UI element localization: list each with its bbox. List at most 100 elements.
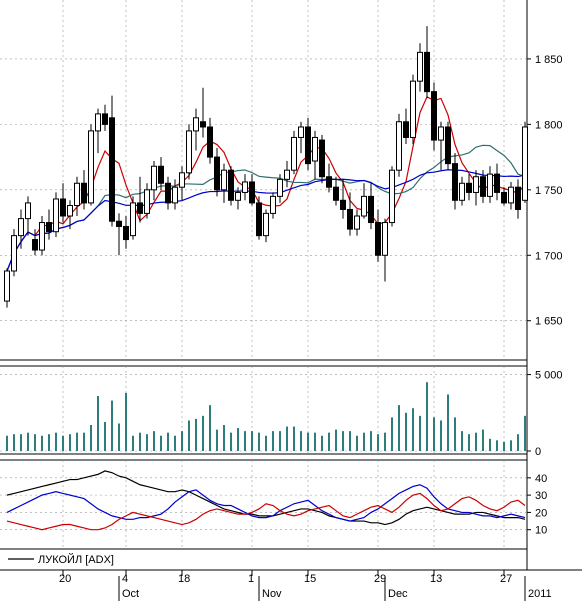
- candle-body: [473, 176, 479, 193]
- candle-body: [494, 173, 500, 193]
- volume-bar: [188, 420, 190, 451]
- y-tick-label: 20: [535, 507, 547, 519]
- volume-bar: [27, 432, 29, 451]
- volume-bar: [412, 408, 414, 451]
- candle-body: [74, 182, 80, 207]
- x-tick-label: 20: [59, 573, 71, 585]
- candle-body: [291, 136, 297, 171]
- candle-body: [137, 202, 143, 214]
- candle-body: [53, 198, 59, 233]
- volume-bar: [230, 432, 232, 451]
- y-tick-label: 40: [535, 473, 547, 485]
- candle-body: [466, 182, 472, 193]
- volume-bar: [307, 432, 309, 451]
- candle-body: [123, 225, 129, 241]
- candle-body: [277, 178, 283, 197]
- volume-bar: [342, 431, 344, 451]
- volume-bar: [41, 435, 43, 451]
- candle-body: [88, 130, 94, 204]
- volume-bar: [195, 418, 197, 451]
- candle-body: [298, 126, 304, 138]
- x-tick-label: 15: [304, 573, 316, 585]
- y-tick-label: 1 750: [535, 185, 563, 197]
- x-axis: 20 4 18 1 15 29 13 27 Oct Nov Dec 2011: [0, 569, 582, 601]
- candle-body: [256, 202, 262, 237]
- candle-body: [242, 181, 248, 193]
- candle-body: [200, 121, 206, 128]
- volume-bar: [356, 435, 358, 451]
- candle-body: [46, 222, 52, 233]
- volume-bar: [384, 432, 386, 451]
- volume-bar: [265, 435, 267, 451]
- candle-body: [102, 113, 108, 125]
- volume-bar: [258, 432, 260, 451]
- candle-body: [95, 113, 101, 132]
- candle-body: [501, 191, 507, 204]
- candle-body: [67, 205, 73, 217]
- candle-body: [515, 186, 521, 210]
- candle-body: [452, 163, 458, 201]
- candle-body: [417, 51, 423, 82]
- volume-bar: [475, 432, 477, 451]
- volume-bar: [314, 432, 316, 451]
- volume-bar: [517, 434, 519, 451]
- candle-body: [459, 182, 465, 201]
- y-tick-label: 5 000: [535, 370, 563, 382]
- volume-bar: [251, 431, 253, 451]
- volume-bar: [97, 395, 99, 451]
- candle-body: [228, 169, 234, 201]
- volume-bar: [426, 382, 428, 451]
- candle-body: [410, 80, 416, 138]
- volume-bar: [237, 428, 239, 451]
- x-tick-label: 1: [248, 573, 254, 585]
- adx-series-line-2: [6, 492, 526, 531]
- volume-bar: [468, 434, 470, 451]
- candle-body: [382, 222, 388, 256]
- candle-body: [235, 191, 241, 201]
- candle-body: [522, 126, 528, 201]
- volume-bar: [6, 435, 8, 451]
- month-label: Nov: [262, 588, 282, 600]
- candle-body: [424, 51, 430, 93]
- month-label: 2011: [528, 588, 552, 600]
- candle-body: [319, 139, 325, 178]
- volume-bar: [328, 432, 330, 451]
- y-tick-label: 1 800: [535, 119, 563, 131]
- candle-body: [347, 208, 353, 230]
- volume-bar: [13, 434, 15, 451]
- volume-bar: [111, 400, 113, 451]
- candle-body: [116, 220, 122, 227]
- adx-series-line-0: [6, 470, 526, 526]
- candle-body: [165, 182, 171, 204]
- volume-bar: [209, 405, 211, 451]
- volume-bar: [146, 434, 148, 451]
- volume-bar: [181, 431, 183, 451]
- volume-bar: [461, 431, 463, 451]
- volume-bar: [377, 434, 379, 451]
- volume-bar: [447, 394, 449, 451]
- month-label: Dec: [388, 588, 408, 600]
- candle-body: [305, 126, 311, 165]
- candle-body: [333, 186, 339, 201]
- volume-bar: [34, 434, 36, 451]
- volume-bar: [55, 432, 57, 451]
- candle-body: [172, 186, 178, 204]
- price-panel: [4, 26, 528, 308]
- volume-bar: [510, 440, 512, 451]
- volume-bar: [454, 417, 456, 451]
- volume-bar: [104, 421, 106, 451]
- volume-bar: [335, 429, 337, 451]
- adx-panel: [6, 470, 526, 531]
- candle-body: [340, 199, 346, 210]
- candle-body: [284, 169, 290, 180]
- volume-bar: [279, 431, 281, 451]
- y-axis: 1 650 1 700 1 750 1 800 1 850 0 5 000 10 20 30 40: [527, 54, 563, 537]
- y-tick-label: 1 700: [535, 250, 563, 262]
- y-tick-label: 10: [535, 525, 547, 537]
- y-tick-label: 1 650: [535, 316, 563, 328]
- candle-body: [186, 130, 192, 174]
- volume-bar: [419, 415, 421, 451]
- candle-body: [438, 126, 444, 141]
- volume-bar: [139, 432, 141, 451]
